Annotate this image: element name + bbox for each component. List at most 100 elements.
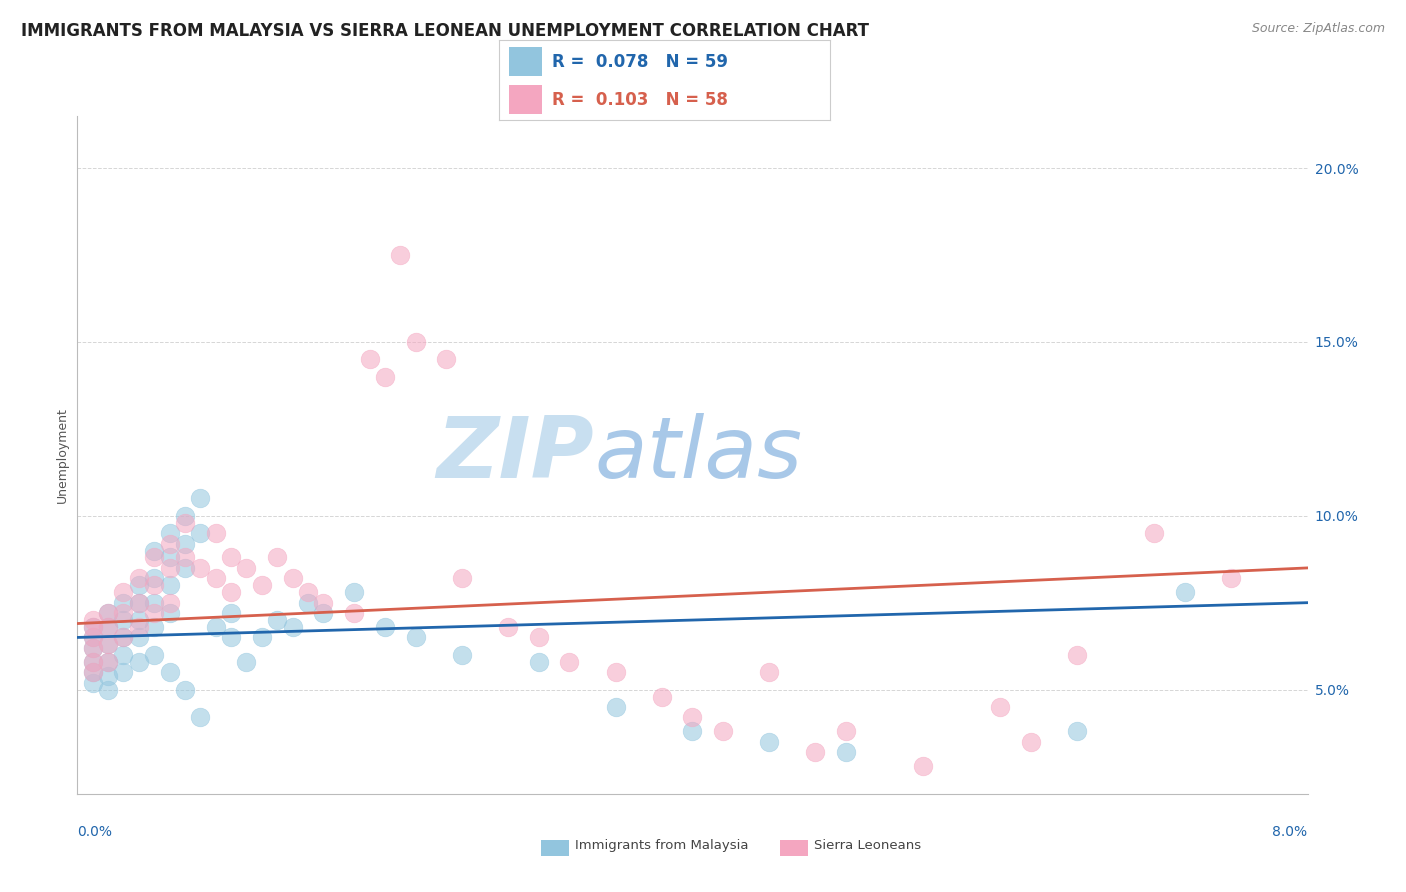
- Point: [1143, 526, 1166, 541]
- Point: [82, 640, 104, 655]
- Point: [97, 606, 120, 620]
- Point: [159, 536, 181, 550]
- Point: [128, 571, 150, 585]
- Point: [112, 631, 135, 645]
- Text: R =  0.078   N = 59: R = 0.078 N = 59: [553, 53, 728, 70]
- Point: [682, 710, 704, 724]
- Point: [174, 508, 197, 523]
- Text: Source: ZipAtlas.com: Source: ZipAtlas.com: [1251, 22, 1385, 36]
- Point: [988, 700, 1011, 714]
- Point: [297, 585, 319, 599]
- Point: [758, 735, 780, 749]
- Point: [112, 665, 135, 680]
- Point: [128, 596, 150, 610]
- Point: [143, 550, 166, 565]
- Point: [128, 631, 150, 645]
- Point: [112, 596, 135, 610]
- Bar: [509, 47, 543, 77]
- Point: [1174, 585, 1197, 599]
- Point: [281, 620, 304, 634]
- Point: [174, 682, 197, 697]
- Point: [835, 745, 858, 759]
- Point: [97, 655, 120, 669]
- Point: [312, 596, 335, 610]
- Point: [450, 571, 472, 585]
- Point: [97, 637, 120, 651]
- Point: [128, 620, 150, 634]
- Point: [174, 550, 197, 565]
- Point: [374, 620, 396, 634]
- Point: [605, 665, 627, 680]
- Point: [527, 655, 550, 669]
- Point: [235, 655, 257, 669]
- Point: [82, 640, 104, 655]
- Point: [912, 759, 935, 773]
- Point: [97, 606, 120, 620]
- Point: [159, 596, 181, 610]
- Point: [711, 724, 734, 739]
- Point: [82, 665, 104, 680]
- Text: 0.0%: 0.0%: [77, 825, 112, 839]
- Point: [82, 655, 104, 669]
- Point: [97, 668, 120, 682]
- Point: [527, 631, 550, 645]
- Point: [219, 550, 242, 565]
- Point: [450, 648, 472, 662]
- Point: [82, 631, 104, 645]
- Point: [389, 248, 412, 262]
- Point: [82, 675, 104, 690]
- Bar: [509, 85, 543, 114]
- Point: [758, 665, 780, 680]
- Point: [143, 596, 166, 610]
- Point: [112, 606, 135, 620]
- Point: [204, 620, 226, 634]
- Point: [204, 571, 226, 585]
- Point: [159, 550, 181, 565]
- Text: Sierra Leoneans: Sierra Leoneans: [814, 839, 921, 852]
- Point: [174, 536, 197, 550]
- Point: [159, 578, 181, 592]
- Point: [112, 648, 135, 662]
- Point: [82, 620, 104, 634]
- Point: [651, 690, 673, 704]
- Point: [128, 596, 150, 610]
- Point: [605, 700, 627, 714]
- Point: [297, 596, 319, 610]
- Point: [219, 631, 242, 645]
- Point: [143, 606, 166, 620]
- Point: [143, 543, 166, 558]
- Point: [82, 613, 104, 627]
- Point: [558, 655, 581, 669]
- Point: [405, 631, 427, 645]
- Point: [204, 526, 226, 541]
- Point: [312, 606, 335, 620]
- Point: [97, 620, 120, 634]
- Point: [188, 491, 212, 506]
- Point: [112, 631, 135, 645]
- Point: [266, 550, 288, 565]
- Point: [82, 665, 104, 680]
- Text: Immigrants from Malaysia: Immigrants from Malaysia: [575, 839, 748, 852]
- Point: [496, 620, 519, 634]
- Point: [436, 352, 458, 367]
- Point: [250, 631, 273, 645]
- Point: [188, 526, 212, 541]
- Point: [219, 606, 242, 620]
- Text: 8.0%: 8.0%: [1272, 825, 1308, 839]
- Point: [188, 561, 212, 575]
- Point: [112, 613, 135, 627]
- Y-axis label: Unemployment: Unemployment: [56, 407, 69, 503]
- Point: [159, 561, 181, 575]
- Point: [804, 745, 827, 759]
- Point: [143, 571, 166, 585]
- Point: [174, 561, 197, 575]
- Point: [359, 352, 381, 367]
- Point: [1219, 571, 1241, 585]
- Point: [343, 606, 366, 620]
- Point: [235, 561, 257, 575]
- Point: [97, 655, 120, 669]
- Point: [128, 613, 150, 627]
- Text: IMMIGRANTS FROM MALAYSIA VS SIERRA LEONEAN UNEMPLOYMENT CORRELATION CHART: IMMIGRANTS FROM MALAYSIA VS SIERRA LEONE…: [21, 22, 869, 40]
- Point: [159, 665, 181, 680]
- Text: ZIP: ZIP: [436, 413, 595, 497]
